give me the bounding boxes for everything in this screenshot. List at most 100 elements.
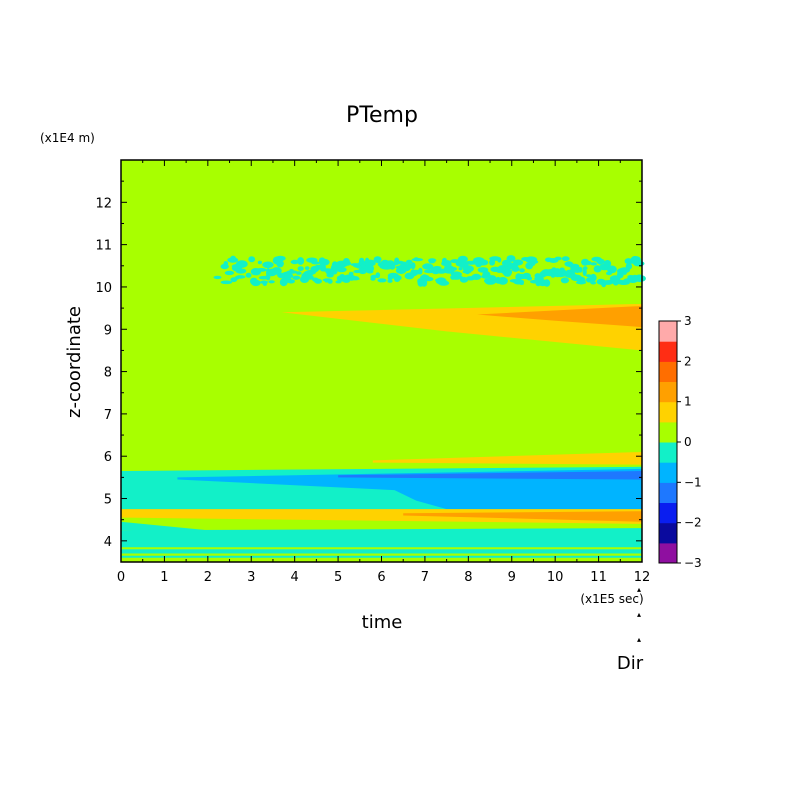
contour-region: [224, 270, 235, 276]
contour-region: [235, 268, 247, 274]
contour-region: [497, 257, 502, 263]
contour-region: [213, 275, 222, 280]
colorbar-tick-label: 1: [684, 395, 692, 409]
contour-region: [589, 273, 597, 282]
contour-region: [560, 277, 570, 284]
contour-region: [561, 256, 570, 262]
x-tick-label: 3: [247, 570, 255, 585]
x-tick-label: 0: [117, 570, 125, 585]
colorbar-tick-label: 3: [684, 314, 692, 328]
y-tick-label: 7: [104, 408, 112, 423]
contour-region: [370, 277, 376, 281]
colorbar-swatch: [659, 401, 677, 423]
x-tick-label: 1: [160, 570, 168, 585]
y-tick-label: 4: [104, 535, 112, 550]
colorbar-tick-label: 0: [684, 435, 692, 449]
contour-region: [543, 279, 551, 287]
contour-region: [387, 279, 393, 283]
contour-region: [428, 259, 436, 264]
contour-region: [342, 261, 352, 266]
contour-region: [318, 257, 326, 264]
contour-region: [296, 271, 302, 275]
contour-region: [348, 271, 354, 276]
contour-region: [586, 261, 592, 265]
contour-region: [331, 267, 338, 275]
contour-region: [262, 261, 274, 269]
contour-region: [432, 266, 442, 270]
contour-region: [286, 270, 298, 274]
contour-region: [458, 267, 463, 271]
contour-region: [450, 259, 460, 264]
contour-region: [531, 261, 536, 266]
contour-region: [121, 528, 642, 548]
contour-region: [519, 281, 524, 285]
contour-region: [121, 549, 642, 554]
colorbar-swatch: [659, 321, 677, 342]
contour-region: [394, 275, 402, 281]
x-tick-label: 2: [204, 570, 212, 585]
small-marker: ▴: [637, 585, 641, 594]
contour-region: [413, 257, 419, 261]
colorbar-swatch: [659, 542, 677, 564]
contour-region: [220, 280, 233, 285]
contour-region: [314, 278, 322, 284]
contour-region: [471, 273, 482, 280]
contour-region: [502, 268, 513, 276]
contour-region: [327, 279, 333, 284]
contour-region: [251, 279, 261, 287]
contour-region: [477, 306, 642, 328]
contour-region: [524, 273, 530, 277]
colorbar-swatch: [659, 462, 677, 483]
contour-region: [336, 267, 347, 273]
contour-region: [590, 262, 597, 266]
contour-region: [290, 259, 299, 265]
contour-region: [625, 263, 633, 270]
y-tick-label: 12: [95, 196, 112, 211]
x-tick-label: 7: [421, 570, 429, 585]
chart-title: PTemp: [346, 103, 418, 128]
contour-region: [506, 265, 513, 270]
y-tick-label: 9: [104, 323, 112, 338]
colorbar-swatch: [659, 482, 677, 503]
contour-region: [526, 276, 533, 281]
contour-region: [372, 452, 642, 465]
contour-region: [403, 511, 642, 522]
contour-region: [366, 269, 374, 274]
y-tick-label: 8: [104, 366, 112, 381]
colorbar: 3 2 1 0 −1 −2 −3: [658, 314, 702, 570]
contour-region: [406, 259, 413, 264]
contour-region: [350, 276, 359, 280]
colorbar-swatch: [659, 341, 677, 362]
contour-region: [489, 259, 496, 266]
contour-region: [177, 468, 642, 512]
contour-region: [375, 272, 381, 279]
contour-region: [576, 276, 586, 285]
colorbar-swatch: [659, 502, 677, 524]
colorbar-swatch: [659, 381, 677, 403]
contour-region: [235, 260, 248, 268]
contour-region: [590, 281, 597, 285]
x-tick-label: 12: [634, 570, 651, 585]
contour-region: [622, 270, 627, 275]
contour-region: [633, 274, 646, 283]
contour-region: [227, 257, 239, 263]
y-axis-label: z-coordinate: [64, 306, 85, 418]
y-axis: 4 5 6 7 8 9 10 11 12: [95, 180, 642, 563]
contour-region: [603, 260, 612, 268]
contour-region: [338, 471, 642, 480]
x-tick-label: 9: [508, 570, 516, 585]
contour-region: [511, 266, 520, 272]
contour-region: [262, 281, 268, 286]
plot-area: [121, 160, 646, 562]
colorbar-swatch: [659, 522, 677, 544]
colorbar-tick-label: −3: [684, 556, 702, 570]
dir-label: Dir: [617, 653, 644, 674]
contour-region: [607, 265, 617, 274]
contour-region: [297, 257, 305, 265]
y-tick-label: 5: [104, 493, 112, 508]
contour-region: [248, 256, 256, 263]
x-tick-label: 5: [334, 570, 342, 585]
contour-region: [271, 267, 282, 275]
colorbar-tick-label: 2: [684, 354, 692, 368]
